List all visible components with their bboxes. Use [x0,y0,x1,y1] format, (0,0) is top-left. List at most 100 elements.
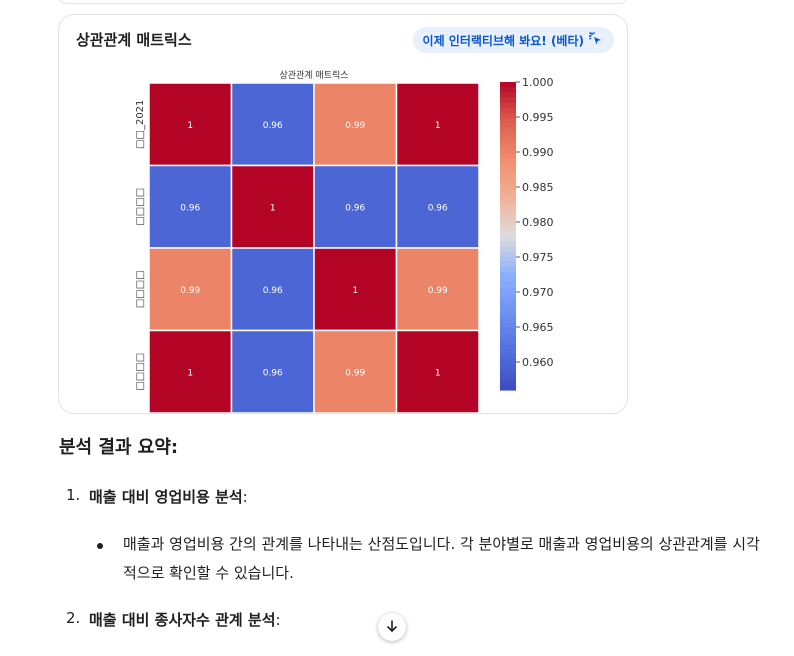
item1-colon: : [242,488,248,506]
colorbar-segment [500,333,516,340]
heatmap-cell [395,247,480,332]
colorbar-segment [500,194,516,201]
colorbar-tick-label: 0.990 [522,146,554,159]
beta-button-label: 이제 인터랙티브해 봐요! (베타) [422,33,584,48]
row-label: □□□□ [135,270,146,308]
colorbar-segment [500,184,516,191]
colorbar-tick-label: 0.965 [522,321,554,334]
colorbar-segment [500,225,516,232]
cell-value-label: 0.99 [428,286,448,296]
colorbar-segment [500,343,516,350]
colorbar-segment [500,338,516,345]
interactive-beta-button[interactable]: 이제 인터랙티브해 봐요! (베타) [412,27,614,53]
bullet-marker [97,543,103,549]
bullet1-text: 매출과 영업비용 간의 관계를 나타내는 산점도입니다. 각 분야별로 매출과 … [123,535,760,582]
colorbar-segment [500,271,516,278]
heatmap-cell [313,82,398,167]
colorbar-segment [500,82,516,88]
colorbar-segment [500,179,516,186]
colorbar-segment [500,153,516,160]
colorbar-segment [500,323,516,329]
colorbar-segment [500,164,516,170]
colorbar-segment [500,302,516,309]
card-title: 상관관계 매트릭스 [76,31,192,49]
cell-value-label: 0.99 [180,286,200,296]
colorbar-segment [500,210,516,217]
cell-value-label: 1 [187,121,193,131]
heatmap-cell [395,164,480,249]
colorbar-segment [500,148,516,155]
colorbar-segment [500,143,516,150]
colorbar-tick-label: 0.970 [522,286,554,299]
colorbar-segment [500,359,516,365]
row-label: □□_2021 [135,100,146,149]
colorbar-segment [500,117,516,124]
colorbar-segment [500,277,516,283]
scroll-down-button[interactable] [378,613,406,641]
cell-value-label: 0.96 [428,203,448,213]
heatmap-cell [148,82,233,167]
colorbar-segment [500,328,516,335]
heatmap-cell [313,247,398,332]
item2-title: 매출 대비 종사자수 관계 분석: [89,609,281,630]
item2-number: 2. [66,609,81,627]
colorbar-segment [500,133,516,140]
cell-value-label: 1 [270,203,276,213]
colorbar-segment [500,364,516,371]
colorbar-segment [500,318,516,324]
heatmap-cell [230,82,315,167]
colorbar-segment [500,369,516,376]
colorbar-segment [500,236,516,242]
colorbar-segment [500,297,516,304]
item1-title-text: 매출 대비 영업비용 분석 [89,488,243,506]
colorbar-segment [500,374,516,381]
heatmap-cell [230,329,315,413]
cell-value-label: 1 [352,286,358,296]
heatmap-cell [313,329,398,413]
row-label: □□□□ [135,353,146,391]
colorbar-tick-label: 0.975 [522,251,554,264]
colorbar-tick-label: 0.960 [522,356,554,369]
cell-value-label: 1 [187,368,193,378]
colorbar-segment [500,246,516,252]
colorbar-segment [500,92,516,98]
heatmap-title: 상관관계 매트릭스 [279,69,348,81]
heatmap-cell [148,247,233,332]
colorbar-segment [500,354,516,360]
colorbar-segment [500,174,516,181]
colorbar-segment [500,205,516,211]
cell-value-label: 0.96 [263,286,283,296]
colorbar-segment [500,87,516,93]
item1-title: 매출 대비 영업비용 분석: [89,486,248,507]
heatmap-cell [395,82,480,167]
colorbar-segment [500,256,516,263]
colorbar-segment [500,313,516,319]
cell-value-label: 0.99 [345,368,365,378]
cell-value-label: 1 [435,368,441,378]
arrow-down-icon [385,618,399,637]
colorbar-segment [500,251,516,258]
colorbar-segment [500,102,516,109]
heatmap-cell [395,329,480,413]
cell-value-label: 0.99 [345,121,365,131]
colorbar-segment [500,287,516,294]
colorbar-segment [500,200,516,206]
colorbar-segment [500,169,516,175]
colorbar-segment [500,292,516,299]
colorbar-segment [500,379,516,386]
heatmap-cell [148,329,233,413]
colorbar-segment [500,220,516,227]
colorbar-tick-label: 1.000 [522,76,554,89]
colorbar-segment [500,261,516,268]
colorbar-segment [500,348,516,355]
colorbar-tick-label: 0.995 [522,111,554,124]
item2-title-text: 매출 대비 종사자수 관계 분석 [89,611,276,629]
colorbar-segment [500,107,516,114]
cell-value-label: 0.96 [263,368,283,378]
colorbar-segment [500,138,516,145]
colorbar-segment [500,230,516,237]
cell-value-label: 1 [435,121,441,131]
colorbar-segment [500,128,516,134]
item2-colon: : [275,611,281,629]
cell-value-label: 0.96 [263,121,283,131]
